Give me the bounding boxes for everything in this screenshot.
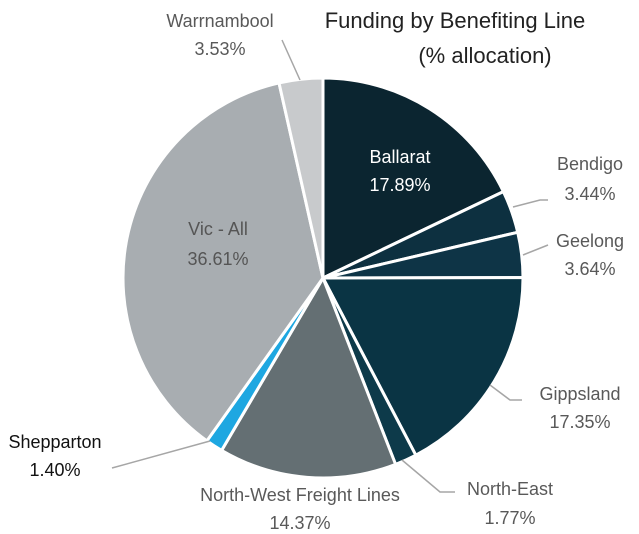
slice-value-label: 17.35% [549,412,610,432]
slice-label: Warrnambool [166,11,273,31]
slice-label: Vic - All [188,219,248,239]
chart-subtitle: (% allocation) [418,43,551,68]
leader-line [489,384,522,401]
slice-label: Shepparton [8,432,101,452]
leader-line [281,39,301,81]
slice-label: North-West Freight Lines [200,485,400,505]
leader-line [512,199,548,208]
slice-label: Gippsland [539,384,620,404]
slice-value-label: 1.77% [484,508,535,528]
leader-line [401,459,455,493]
pie-slice [277,76,325,280]
pie-slice [220,276,398,480]
slice-label: Ballarat [369,147,430,167]
slice-label: Bendigo [557,154,623,174]
pie-slice [321,76,505,280]
chart-title: Funding by Benefiting Line [325,8,586,33]
leader-line [522,244,549,256]
slice-value-label: 17.89% [369,175,430,195]
slice-value-label: 1.40% [29,460,80,480]
slice-label: Geelong [556,231,624,251]
slice-value-label: 3.64% [564,259,615,279]
pie-slice [121,81,325,443]
pie-slice [321,276,525,457]
slice-label: North-East [467,479,553,499]
slice-value-label: 14.37% [269,513,330,533]
leader-line [111,440,211,469]
slice-value-label: 3.44% [564,184,615,204]
slice-value-label: 3.53% [194,39,245,59]
slice-value-label: 36.61% [187,249,248,269]
